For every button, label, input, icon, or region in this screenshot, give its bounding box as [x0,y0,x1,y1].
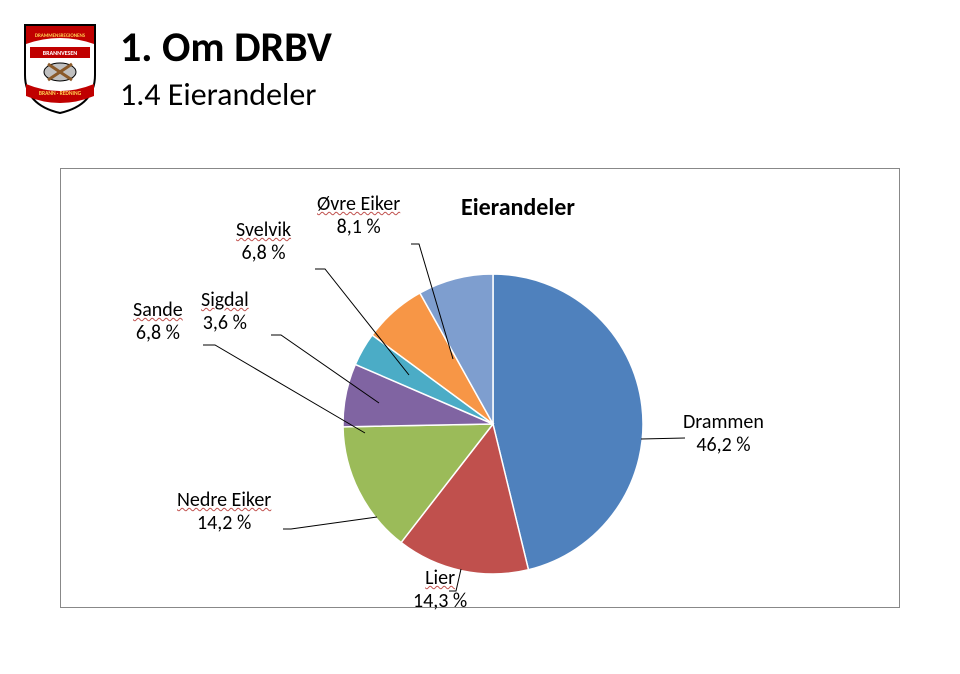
slice-name: Sigdal [201,289,249,312]
slice-label: Nedre Eiker14,2 % [177,489,271,535]
page-title: 1. Om DRBV [120,22,332,73]
slice-name: Øvre Eiker [317,193,400,216]
brannvesen-logo: DRAMMENSREGIONENS BRANNVESEN BRANN · RED… [20,20,100,115]
slice-name: Sande [133,299,183,322]
slice-label: Sigdal3,6 % [201,289,249,335]
slice-percent: 6,8 % [236,242,291,265]
svg-text:DRAMMENSREGIONENS: DRAMMENSREGIONENS [35,33,86,39]
slice-percent: 14,3 % [413,590,467,613]
svg-text:BRANNVESEN: BRANNVESEN [43,49,77,57]
slice-name: Nedre Eiker [177,489,271,512]
slice-percent: 6,8 % [133,322,183,345]
slice-percent: 14,2 % [177,512,271,535]
svg-text:BRANN · REDNING: BRANN · REDNING [39,91,82,97]
slice-label: Sande6,8 % [133,299,183,345]
slice-label: Lier14,3 % [413,567,467,613]
slice-label: Drammen46,2 % [683,411,764,457]
slide-header: 1. Om DRBV 1.4 Eierandeler [120,22,332,114]
slice-percent: 3,6 % [201,312,249,335]
slice-name: Drammen [683,411,764,434]
slice-name: Svelvik [236,219,291,242]
page-subtitle: 1.4 Eierandeler [120,75,332,114]
leader-lines [61,169,901,609]
slice-label: Øvre Eiker8,1 % [317,193,400,239]
slice-percent: 46,2 % [683,434,764,457]
slice-percent: 8,1 % [317,216,400,239]
eierandeler-chart: Eierandeler Drammen46,2 %Lier14,3 %Nedre… [60,168,900,608]
slice-name: Lier [413,567,467,590]
slice-label: Svelvik6,8 % [236,219,291,265]
